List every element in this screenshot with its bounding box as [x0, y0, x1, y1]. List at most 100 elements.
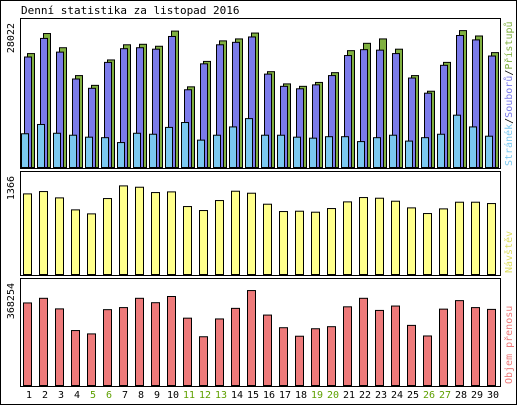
bar-kbytes-day-3	[55, 308, 64, 386]
x-tick-label-day-6: 6	[106, 390, 112, 401]
bar-visits-day-11	[183, 206, 192, 275]
x-tick-label-day-7: 7	[122, 390, 128, 401]
bar-kbytes-day-16	[263, 314, 272, 386]
bar-kbytes-day-26	[423, 335, 432, 386]
x-tick-label-day-21: 21	[343, 390, 355, 401]
bar-visits-day-4	[71, 209, 80, 275]
x-tick-label-day-4: 4	[74, 390, 80, 401]
bar-visits-day-18	[295, 210, 304, 275]
bar-visits-day-5	[87, 213, 96, 275]
x-tick-label-day-16: 16	[263, 390, 275, 401]
bar-kbytes-day-22	[359, 297, 368, 386]
bar-kbytes-day-19	[311, 328, 320, 387]
x-tick-label-day-1: 1	[26, 390, 32, 401]
bar-visits-day-20	[327, 208, 336, 275]
bar-pages-day-11	[181, 122, 189, 169]
bar-pages-day-2	[37, 123, 45, 168]
bar-kbytes-day-13	[215, 318, 224, 387]
x-tick-label-day-22: 22	[359, 390, 371, 401]
bar-kbytes-day-10	[167, 295, 176, 386]
bar-visits-day-23	[375, 197, 384, 275]
x-tick-label-day-14: 14	[231, 390, 243, 401]
bar-pages-day-7	[117, 142, 125, 169]
x-tick-label-day-30: 30	[487, 390, 499, 401]
bar-pages-day-21	[341, 136, 349, 169]
bar-pages-day-20	[325, 136, 333, 169]
bar-kbytes-day-29	[471, 307, 480, 387]
bar-pages-day-9	[149, 133, 157, 169]
bar-visits-day-14	[231, 190, 240, 276]
x-tick-label-day-15: 15	[247, 390, 259, 401]
x-tick-label-day-20: 20	[327, 390, 339, 401]
x-tick-label-day-17: 17	[279, 390, 291, 401]
bar-kbytes-day-6	[103, 309, 112, 386]
bar-pages-day-3	[53, 132, 61, 168]
bar-kbytes-day-11	[183, 317, 192, 387]
x-tick-label-day-2: 2	[42, 390, 48, 401]
bar-pages-day-28	[453, 114, 461, 168]
bar-pages-day-29	[469, 126, 477, 168]
bar-visits-day-19	[311, 211, 320, 275]
bar-visits-day-24	[391, 200, 400, 275]
bar-pages-day-4	[69, 134, 77, 169]
ymax-label: 368254	[6, 283, 17, 319]
kbytes-panel-frame	[20, 278, 501, 387]
ymax-label: 28022	[6, 23, 17, 53]
bar-kbytes-day-2	[39, 297, 48, 386]
bar-kbytes-day-27	[439, 308, 448, 386]
x-tick-label-day-5: 5	[90, 390, 96, 401]
bar-kbytes-day-14	[231, 307, 240, 387]
bar-pages-day-26	[421, 137, 429, 168]
bar-pages-day-13	[213, 134, 221, 169]
bar-visits-day-17	[279, 211, 288, 276]
requests-panel-frame	[20, 18, 501, 169]
x-tick-label-day-18: 18	[295, 390, 307, 401]
bar-visits-day-16	[263, 203, 272, 275]
bar-pages-day-19	[309, 137, 317, 169]
legend: Návštěv	[503, 231, 515, 273]
bar-pages-day-8	[133, 132, 141, 168]
bar-pages-day-30	[485, 135, 493, 168]
bar-visits-day-6	[103, 198, 112, 275]
bar-kbytes-day-21	[343, 306, 352, 387]
bar-pages-day-10	[165, 126, 173, 168]
bar-kbytes-day-17	[279, 327, 288, 387]
bar-pages-day-6	[101, 137, 109, 168]
bar-kbytes-day-24	[391, 305, 400, 386]
bar-pages-day-25	[405, 140, 413, 169]
bar-visits-day-15	[247, 192, 256, 275]
bar-pages-day-17	[277, 134, 285, 169]
bar-visits-day-25	[407, 207, 416, 275]
bar-pages-day-12	[197, 139, 205, 168]
x-tick-label-day-3: 3	[58, 390, 64, 401]
x-tick-label-day-10: 10	[167, 390, 179, 401]
bar-kbytes-day-20	[327, 326, 336, 387]
bar-kbytes-day-7	[119, 307, 128, 387]
bar-visits-day-21	[343, 201, 352, 276]
bar-pages-day-27	[437, 133, 445, 169]
legend-entry: Stránék	[503, 124, 515, 166]
bar-visits-day-22	[359, 197, 368, 275]
bar-pages-day-16	[261, 134, 269, 169]
bar-kbytes-day-28	[455, 300, 464, 387]
bar-kbytes-day-15	[247, 290, 256, 386]
bar-visits-day-1	[23, 193, 32, 275]
bar-visits-day-7	[119, 185, 128, 275]
bar-pages-day-23	[373, 137, 381, 168]
x-tick-label-day-19: 19	[311, 390, 323, 401]
bar-visits-day-9	[151, 192, 160, 275]
bar-kbytes-day-8	[135, 297, 144, 386]
bar-kbytes-day-25	[407, 324, 416, 386]
chart-bars	[21, 30, 499, 387]
bar-pages-day-5	[85, 136, 93, 168]
bar-kbytes-day-9	[151, 302, 160, 386]
bar-visits-day-26	[423, 213, 432, 276]
bar-kbytes-day-4	[71, 330, 80, 386]
bar-visits-day-28	[455, 201, 464, 275]
bar-visits-day-13	[215, 200, 224, 275]
bar-kbytes-day-30	[487, 308, 496, 387]
x-tick-label-day-27: 27	[439, 390, 451, 401]
x-tick-label-day-13: 13	[215, 390, 227, 401]
x-tick-label-day-25: 25	[407, 390, 419, 401]
